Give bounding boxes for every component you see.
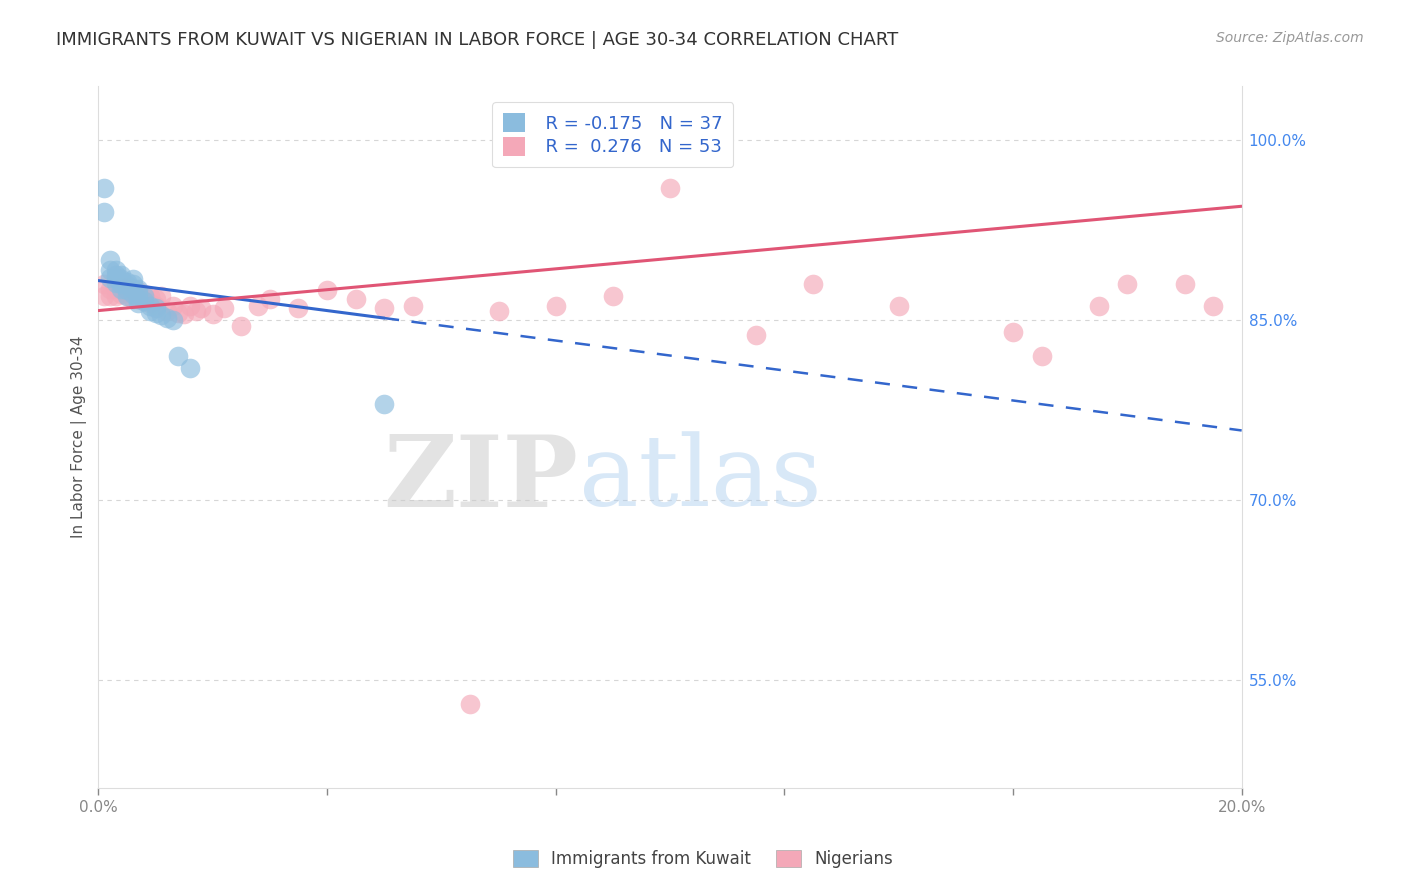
Point bbox=[150, 309, 173, 323]
Point bbox=[145, 292, 167, 306]
Point bbox=[139, 303, 162, 318]
Point bbox=[115, 278, 138, 293]
Point bbox=[110, 279, 132, 293]
Point bbox=[139, 299, 162, 313]
Point bbox=[98, 253, 121, 268]
Point bbox=[121, 282, 143, 296]
Point bbox=[1087, 299, 1109, 313]
Point bbox=[231, 319, 253, 334]
Point bbox=[544, 299, 567, 313]
Point bbox=[115, 275, 138, 289]
Point bbox=[121, 286, 143, 301]
Point bbox=[1116, 277, 1139, 292]
Text: atlas: atlas bbox=[578, 431, 821, 527]
Y-axis label: In Labor Force | Age 30-34: In Labor Force | Age 30-34 bbox=[72, 335, 87, 538]
Point bbox=[127, 282, 149, 296]
Point bbox=[162, 299, 184, 313]
Point bbox=[801, 277, 824, 292]
Point bbox=[139, 289, 162, 303]
Point bbox=[402, 299, 425, 313]
Point bbox=[110, 286, 132, 301]
Legend: Immigrants from Kuwait, Nigerians: Immigrants from Kuwait, Nigerians bbox=[506, 843, 900, 875]
Point bbox=[247, 299, 270, 313]
Point bbox=[98, 282, 121, 296]
Point bbox=[1173, 277, 1195, 292]
Point bbox=[110, 268, 132, 282]
Point bbox=[259, 292, 281, 306]
Point bbox=[121, 292, 143, 306]
Point bbox=[104, 289, 127, 303]
Point bbox=[887, 299, 910, 313]
Text: IMMIGRANTS FROM KUWAIT VS NIGERIAN IN LABOR FORCE | AGE 30-34 CORRELATION CHART: IMMIGRANTS FROM KUWAIT VS NIGERIAN IN LA… bbox=[56, 31, 898, 49]
Point bbox=[115, 289, 138, 303]
Point bbox=[110, 272, 132, 286]
Point bbox=[156, 310, 179, 325]
Point bbox=[93, 289, 115, 303]
Point bbox=[115, 282, 138, 296]
Point bbox=[212, 301, 235, 315]
Point bbox=[167, 306, 190, 320]
Point bbox=[162, 313, 184, 327]
Point bbox=[150, 289, 173, 303]
Point bbox=[1002, 325, 1025, 339]
Point bbox=[115, 283, 138, 297]
Legend:   R = -0.175   N = 37,   R =  0.276   N = 53: R = -0.175 N = 37, R = 0.276 N = 53 bbox=[492, 103, 734, 168]
Point bbox=[179, 299, 201, 313]
Point bbox=[98, 289, 121, 303]
Point bbox=[104, 282, 127, 296]
Point bbox=[173, 307, 195, 321]
Point bbox=[179, 361, 201, 376]
Point bbox=[127, 296, 149, 310]
Point bbox=[127, 292, 149, 306]
Point bbox=[373, 301, 395, 315]
Point bbox=[488, 303, 510, 318]
Point bbox=[287, 301, 309, 315]
Point bbox=[139, 296, 162, 310]
Point bbox=[373, 397, 395, 411]
Point bbox=[145, 301, 167, 315]
Point bbox=[145, 299, 167, 313]
Point bbox=[110, 277, 132, 292]
Point bbox=[132, 293, 155, 308]
Point bbox=[458, 697, 481, 711]
Point bbox=[93, 205, 115, 219]
Point bbox=[115, 279, 138, 293]
Point bbox=[1202, 299, 1225, 313]
Point bbox=[98, 271, 121, 285]
Point bbox=[121, 277, 143, 292]
Point bbox=[104, 276, 127, 290]
Point bbox=[132, 289, 155, 303]
Point bbox=[145, 306, 167, 320]
Point bbox=[127, 286, 149, 301]
Point bbox=[110, 282, 132, 296]
Point bbox=[93, 181, 115, 195]
Point bbox=[121, 272, 143, 286]
Point bbox=[602, 289, 624, 303]
Point bbox=[344, 292, 367, 306]
Point bbox=[132, 286, 155, 301]
Point bbox=[127, 285, 149, 299]
Point bbox=[127, 292, 149, 306]
Point bbox=[745, 327, 768, 342]
Point bbox=[201, 307, 224, 321]
Point bbox=[93, 277, 115, 292]
Point bbox=[156, 303, 179, 318]
Point bbox=[98, 262, 121, 277]
Point bbox=[190, 301, 212, 315]
Point bbox=[1031, 349, 1053, 363]
Point bbox=[104, 271, 127, 285]
Text: ZIP: ZIP bbox=[384, 431, 578, 528]
Point bbox=[121, 286, 143, 301]
Point bbox=[104, 268, 127, 282]
Point bbox=[316, 283, 339, 297]
Point bbox=[115, 289, 138, 303]
Text: Source: ZipAtlas.com: Source: ZipAtlas.com bbox=[1216, 31, 1364, 45]
Point bbox=[184, 303, 207, 318]
Point bbox=[104, 262, 127, 277]
Point bbox=[132, 293, 155, 308]
Point bbox=[659, 181, 682, 195]
Point bbox=[167, 349, 190, 363]
